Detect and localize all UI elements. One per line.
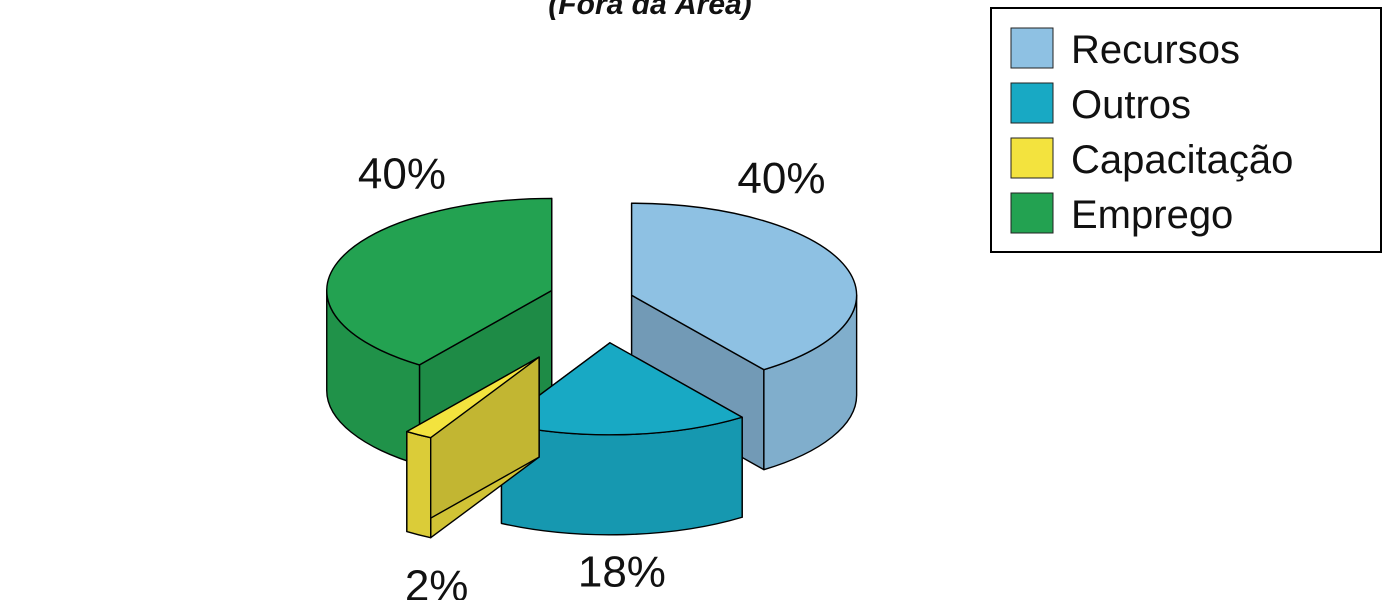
slice-top-capacitacao [406,356,540,439]
legend-label-capacitacao: Capacitação [1071,138,1293,182]
legend-swatch-recursos [1010,27,1054,69]
pie-slices [326,197,858,539]
legend-swatch-emprego [1010,192,1054,234]
slice-capacitacao [406,356,540,539]
legend-label-outros: Outros [1071,83,1191,127]
slice-top-emprego [326,197,553,366]
slice-top-recursos [630,202,858,371]
data-label-recursos: 40% [737,154,825,203]
legend-label-emprego: Emprego [1071,193,1233,237]
legend: Recursos Outros Capacitação Emprego [990,7,1382,253]
legend-swatch-capacitacao [1010,137,1054,179]
slice-outros [500,342,743,536]
pie-data-labels: 40% 18% 2% 40% [358,149,826,600]
slice-outer-wall-capacitacao [406,430,432,539]
legend-label-recursos: Recursos [1071,28,1240,72]
slice-recursos [630,202,858,471]
legend-swatch-outros [1010,82,1054,124]
data-label-capacitacao: 2% [405,562,469,600]
data-label-emprego: 40% [358,149,446,198]
chart-title: (Fora da Área) [548,0,751,21]
legend-box [990,7,1382,253]
data-label-outros: 18% [578,547,666,596]
